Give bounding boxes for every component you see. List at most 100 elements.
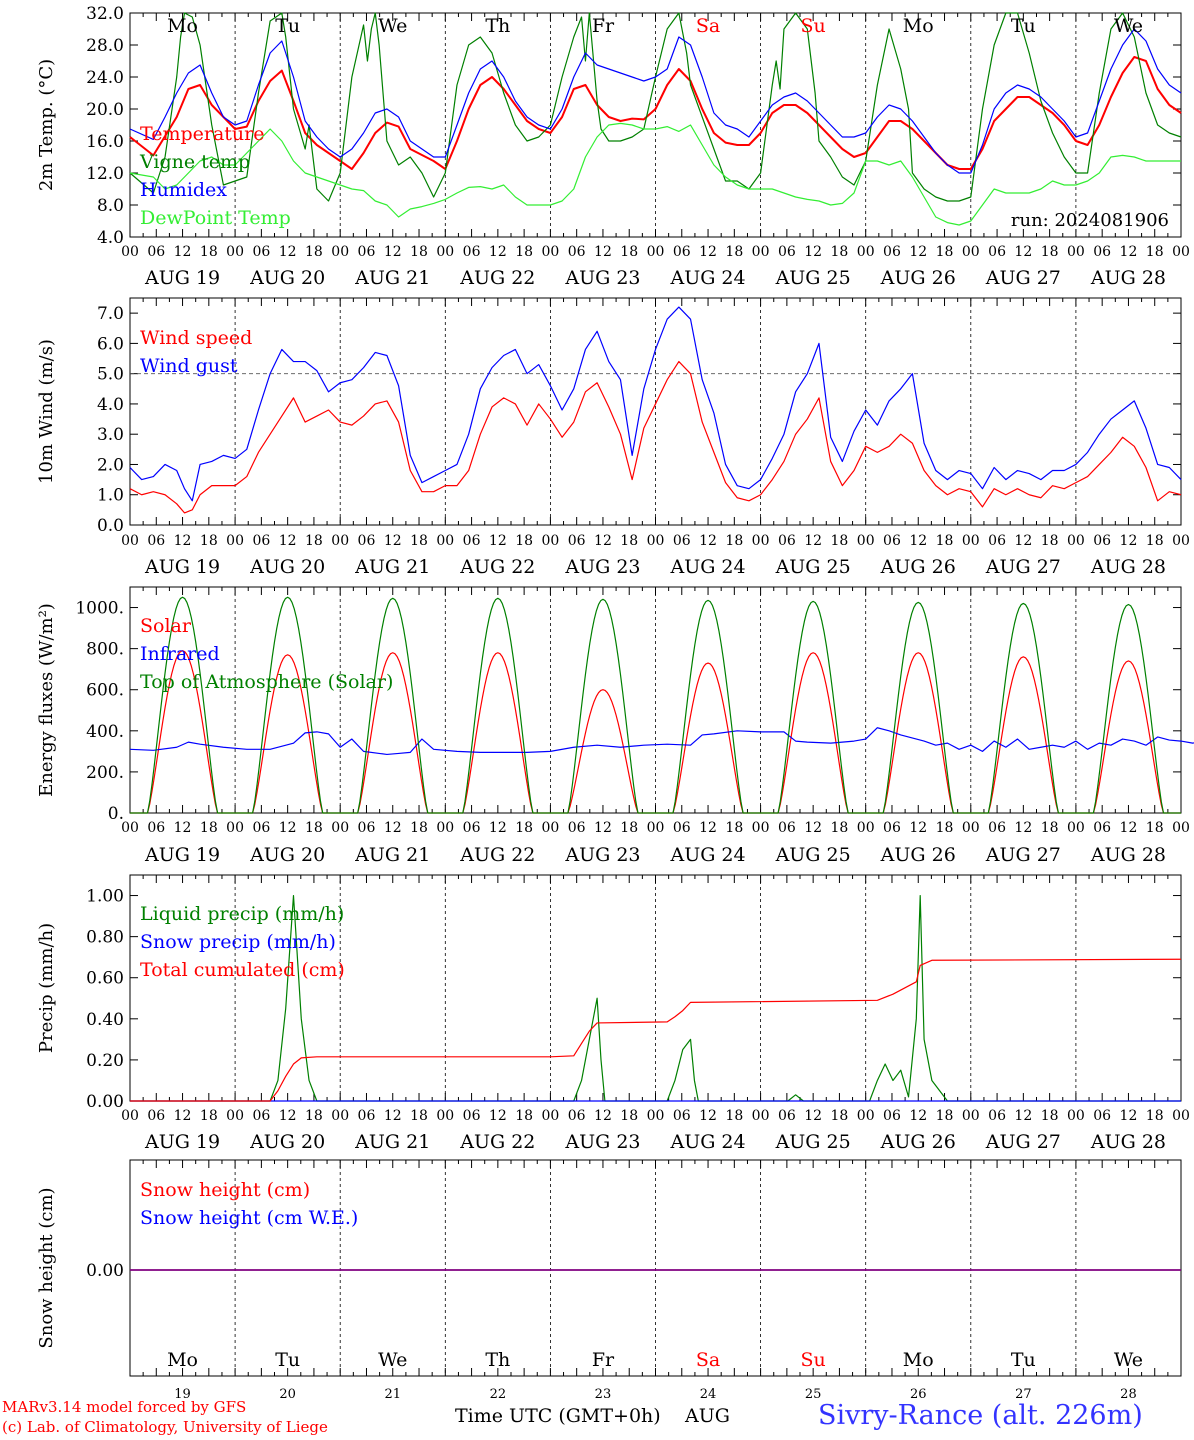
hour-tick-label: 06 <box>252 244 270 260</box>
series-line <box>129 28 1182 174</box>
date-label: AUG 25 <box>775 1131 851 1153</box>
y-tick-label: 0.00 <box>86 1092 124 1112</box>
legend-entry: Wind speed <box>140 327 252 349</box>
hour-tick-label: 06 <box>988 820 1006 836</box>
hour-tick-label: 00 <box>1172 533 1190 549</box>
legend-entry: Total cumulated (cm) <box>140 959 345 981</box>
legend-entry: Top of Atmosphere (Solar) <box>140 671 393 693</box>
y-tick-label: 0.80 <box>86 928 124 948</box>
hour-tick-label: 00 <box>121 533 139 549</box>
legend-entry: Liquid precip (mm/h) <box>140 903 344 925</box>
hour-tick-label: 06 <box>147 244 165 260</box>
hour-tick-label: 18 <box>410 1108 428 1124</box>
hour-tick-label: 00 <box>1172 820 1190 836</box>
hour-tick-label: 00 <box>962 244 980 260</box>
hour-tick-label: 12 <box>804 820 822 836</box>
date-label: AUG 23 <box>564 556 640 578</box>
series-line <box>129 727 1194 756</box>
model-credit: MARv3.14 model forced by GFS <box>2 1398 247 1416</box>
hour-tick-label: 06 <box>1093 244 1111 260</box>
hour-tick-label: 06 <box>463 820 481 836</box>
hour-tick-label: 18 <box>620 244 638 260</box>
hour-tick-label: 06 <box>988 244 1006 260</box>
hour-tick-label: 18 <box>305 244 323 260</box>
hour-tick-label: 12 <box>384 820 402 836</box>
day-name: Mo <box>903 1349 934 1371</box>
hour-tick-label: 00 <box>331 533 349 549</box>
hour-tick-label: 18 <box>725 820 743 836</box>
hour-tick-label: 12 <box>594 244 612 260</box>
hour-tick-label: 12 <box>699 244 717 260</box>
hour-tick-label: 00 <box>752 820 770 836</box>
date-label: AUG 28 <box>1090 1131 1166 1153</box>
date-label: AUG 21 <box>354 1131 430 1153</box>
hour-tick-label: 18 <box>515 1108 533 1124</box>
hour-tick-label: 00 <box>436 1108 454 1124</box>
legend-entry: Wind gust <box>140 355 238 377</box>
date-label: AUG 22 <box>459 556 535 578</box>
y-tick-label: 20.0 <box>86 100 124 120</box>
hour-tick-label: 12 <box>279 1108 297 1124</box>
legend-entry: Solar <box>140 615 192 637</box>
day-name: Sa <box>696 1349 720 1371</box>
y-tick-label: 28.0 <box>86 36 124 56</box>
y-tick-label: 5.0 <box>97 365 124 385</box>
y-tick-label: 0.40 <box>86 1010 124 1030</box>
hour-tick-label: 00 <box>857 1108 875 1124</box>
hour-tick-label: 12 <box>594 533 612 549</box>
hour-tick-label: 18 <box>620 1108 638 1124</box>
hour-tick-label: 12 <box>594 1108 612 1124</box>
hour-tick-label: 00 <box>121 244 139 260</box>
hour-tick-label: 06 <box>463 244 481 260</box>
day-number: 26 <box>910 1387 927 1402</box>
hour-tick-label: 18 <box>725 244 743 260</box>
hour-tick-label: 12 <box>489 533 507 549</box>
hour-tick-label: 18 <box>831 820 849 836</box>
hour-tick-label: 12 <box>1014 820 1032 836</box>
hour-tick-label: 12 <box>384 1108 402 1124</box>
hour-tick-label: 12 <box>909 820 927 836</box>
hour-tick-label: 00 <box>121 1108 139 1124</box>
hour-tick-label: 12 <box>909 244 927 260</box>
hour-tick-label: 06 <box>568 820 586 836</box>
hour-tick-label: 12 <box>1014 1108 1032 1124</box>
day-number: 28 <box>1120 1387 1137 1402</box>
hour-tick-label: 18 <box>936 1108 954 1124</box>
hour-tick-label: 12 <box>909 533 927 549</box>
hour-tick-label: 06 <box>673 1108 691 1124</box>
hour-tick-label: 06 <box>988 1108 1006 1124</box>
date-label: AUG 21 <box>354 556 430 578</box>
hour-tick-label: 06 <box>358 244 376 260</box>
hour-tick-label: 18 <box>410 820 428 836</box>
hour-tick-label: 18 <box>305 820 323 836</box>
day-number: 25 <box>805 1387 822 1402</box>
y-tick-label: 1.0 <box>97 486 124 506</box>
hour-tick-label: 12 <box>1120 244 1138 260</box>
y-tick-label: 200. <box>86 763 124 783</box>
hour-tick-label: 06 <box>568 533 586 549</box>
hour-tick-label: 18 <box>725 533 743 549</box>
hour-tick-label: 06 <box>568 1108 586 1124</box>
hour-tick-label: 18 <box>305 533 323 549</box>
hour-tick-label: 12 <box>174 533 192 549</box>
date-label: AUG 27 <box>985 267 1061 289</box>
hour-tick-label: 00 <box>226 1108 244 1124</box>
y-axis-label: Snow height (cm) <box>36 1187 57 1348</box>
y-tick-label: 32.0 <box>86 4 124 24</box>
hour-tick-label: 06 <box>568 244 586 260</box>
hour-tick-label: 00 <box>1172 244 1190 260</box>
y-tick-label: 4.0 <box>97 395 124 415</box>
station-label: Sivry-Rance (alt. 226m) <box>818 1400 1143 1431</box>
date-label: AUG 23 <box>564 267 640 289</box>
y-tick-label: 400. <box>86 722 124 742</box>
y-tick-label: 3.0 <box>97 425 124 445</box>
hour-tick-label: 06 <box>778 244 796 260</box>
day-number: 20 <box>279 1387 296 1402</box>
day-name: Mo <box>903 15 934 37</box>
y-tick-label: 0.0 <box>97 516 124 536</box>
hour-tick-label: 06 <box>252 820 270 836</box>
day-name: Su <box>801 1349 826 1371</box>
series-line <box>130 894 1181 1102</box>
date-label: AUG 26 <box>880 844 956 866</box>
y-tick-label: 16.0 <box>86 132 124 152</box>
